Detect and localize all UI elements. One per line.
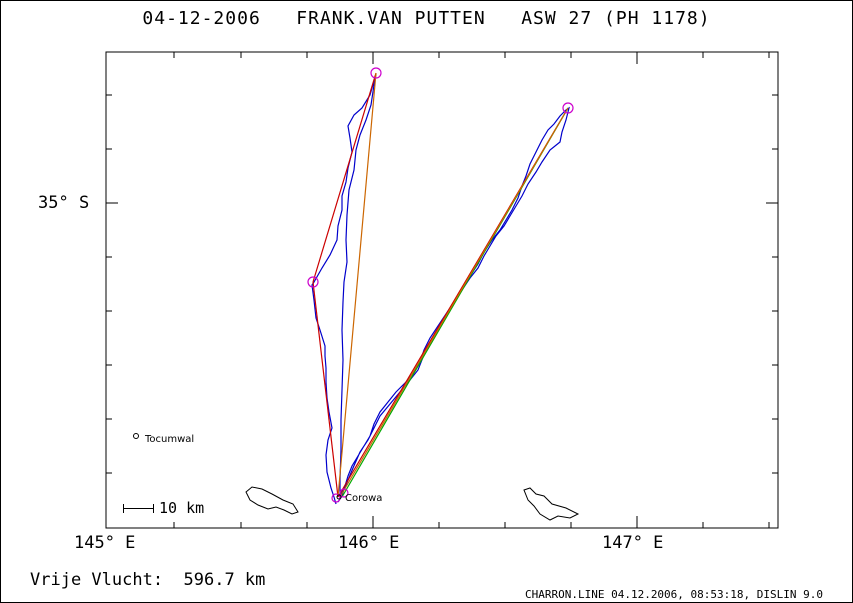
turnpoints — [307, 67, 574, 503]
footer-info: CHARRON.LINE 04.12.2006, 08:53:18, DISLI… — [524, 588, 823, 601]
turnpoint-circle — [370, 67, 382, 79]
latitude-label: 35° S — [38, 193, 90, 213]
free-flight-distance: Vrije Vlucht: 596.7 km — [30, 570, 266, 590]
turnpoint-circle — [562, 102, 574, 114]
axis-ticks — [106, 52, 778, 528]
longitude-label-147: 147° E — [602, 533, 664, 553]
town-label-corowa: Corowa — [345, 493, 383, 504]
scale-bar-line — [123, 508, 153, 509]
longitude-label-146: 146° E — [338, 533, 400, 553]
task-legs — [312, 72, 569, 498]
turnpoint-circle — [331, 493, 341, 503]
town-marker-tocumwal — [133, 433, 139, 439]
leg-tp1-to-tp2 — [312, 72, 377, 283]
town-marker-corowa — [336, 494, 342, 500]
turnpoint-circle — [339, 488, 349, 498]
leg-start-to-tp1 — [312, 281, 339, 498]
leg-opt-to-tp3 — [339, 107, 569, 498]
flight-title: 04-12-2006 FRANK.VAN PUTTEN ASW 27 (PH 1… — [142, 8, 711, 29]
lake-outline-east — [523, 487, 580, 521]
longitude-label-145: 145° E — [74, 533, 136, 553]
turnpoint-circle — [307, 276, 319, 288]
plot-border — [105, 51, 779, 529]
lake-outline-west — [245, 486, 299, 515]
leg-tp2-to-finish — [337, 72, 377, 498]
scale-bar-label: 10 km — [159, 499, 205, 517]
scale-bar-tick-right — [153, 504, 154, 513]
gps-track — [311, 73, 570, 505]
town-label-tocumwal: Tocumwal — [145, 434, 195, 445]
